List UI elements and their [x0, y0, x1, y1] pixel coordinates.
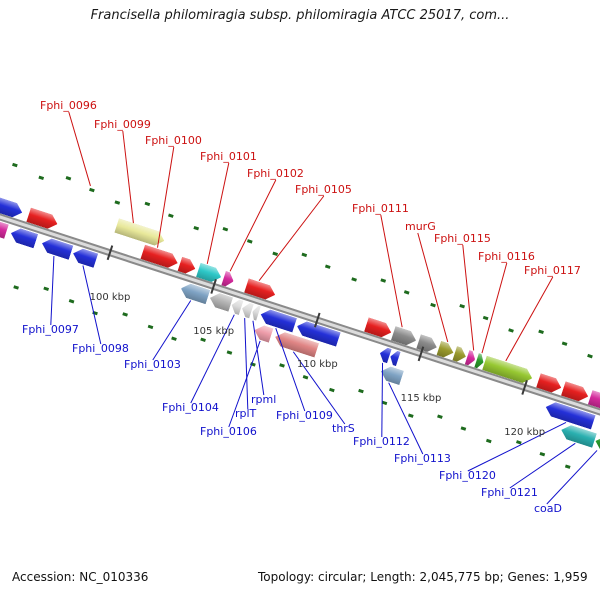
feature-tick: [350, 277, 357, 282]
gene-label-Fphi_0098[interactable]: Fphi_0098: [72, 342, 129, 355]
gene-Fphi_0106[interactable]: [252, 323, 273, 343]
feature-tick: [246, 239, 253, 244]
feature-tick: [486, 438, 493, 444]
feature-tick: [301, 252, 308, 258]
feature-tick: [193, 225, 200, 231]
gene-label-coaD[interactable]: coaD: [534, 502, 562, 515]
gene-label-Fphi_0111[interactable]: Fphi_0111: [352, 202, 409, 215]
gene-Fphi_0099[interactable]: [114, 218, 166, 248]
feature-tick: [587, 353, 594, 359]
feature-tick: [65, 175, 71, 181]
feature-tick: [121, 312, 128, 317]
feature-tick: [407, 413, 414, 418]
gene-label-Fphi_0096[interactable]: Fphi_0096: [40, 99, 97, 112]
feature-tick: [88, 187, 95, 193]
gene-label-Fphi_0121[interactable]: Fphi_0121: [481, 486, 538, 499]
feature-tick: [358, 388, 364, 394]
accession-text: Accession: NC_010336: [12, 570, 149, 584]
gene-label-Fphi_0102[interactable]: Fphi_0102: [247, 167, 304, 180]
feature-tick: [565, 464, 571, 469]
feature-tick: [404, 290, 410, 295]
page-title: Francisella philomiragia subsp. philomir…: [90, 8, 510, 23]
feature-tick: [508, 328, 515, 333]
gene-label-thrS[interactable]: thrS: [332, 422, 355, 435]
gene-label-Fphi_0099[interactable]: Fphi_0099: [94, 118, 151, 131]
feature-tick: [144, 201, 150, 206]
feature-tick: [515, 440, 522, 445]
gene-label-murG[interactable]: murG: [405, 220, 436, 233]
feature-tick: [167, 213, 174, 218]
feature-tick: [200, 337, 207, 343]
feature-tick: [250, 362, 256, 367]
gene-label-Fphi_0117[interactable]: Fphi_0117: [524, 264, 581, 277]
gene-label-Fphi_0112[interactable]: Fphi_0112: [353, 435, 410, 448]
gene-label-rplT[interactable]: rplT: [235, 407, 257, 420]
gene-label-Fphi_0100[interactable]: Fphi_0100: [145, 134, 202, 147]
feature-tick: [429, 302, 436, 308]
feature-tick: [92, 310, 99, 316]
feature-tick: [537, 329, 544, 334]
feature-tick: [222, 227, 229, 232]
feature-tick: [43, 286, 49, 291]
gene-Fphi_0102[interactable]: [221, 271, 236, 289]
feature-tick: [561, 341, 568, 346]
gene-Fphi_0113[interactable]: [379, 364, 404, 385]
feature-tick: [171, 336, 177, 341]
feature-tick: [539, 451, 546, 457]
gene-label-Fphi_0115[interactable]: Fphi_0115: [434, 232, 491, 245]
feature-tick: [482, 315, 489, 321]
feature-tick: [12, 162, 18, 168]
feature-tick: [13, 285, 20, 290]
feature-tick: [460, 426, 467, 431]
gene-label-Fphi_0103[interactable]: Fphi_0103: [124, 358, 181, 371]
gene-Fphi_0112[interactable]: [378, 346, 392, 363]
gene-label-Fphi_0120[interactable]: Fphi_0120: [439, 469, 496, 482]
genome-axis-line: [0, 193, 600, 436]
feature-tick: [226, 350, 233, 355]
feature-tick: [303, 375, 309, 380]
gene-label-Fphi_0105[interactable]: Fphi_0105: [295, 183, 352, 196]
gene-label-Fphi_0097[interactable]: Fphi_0097: [22, 323, 79, 336]
feature-tick: [272, 251, 278, 256]
gene-label-Fphi_0104[interactable]: Fphi_0104: [162, 401, 219, 414]
gene-label-Fphi_0109[interactable]: Fphi_0109: [276, 409, 333, 422]
gene-label-Fphi_0101[interactable]: Fphi_0101: [200, 150, 257, 163]
feature-tick: [381, 400, 388, 406]
feature-tick: [279, 363, 286, 368]
gene-label-Fphi_0106[interactable]: Fphi_0106: [200, 425, 257, 438]
gene-label-rpml[interactable]: rpml: [251, 393, 277, 406]
feature-tick: [37, 175, 44, 180]
feature-tick: [147, 324, 154, 330]
feature-tick: [325, 264, 331, 270]
gene-label-Fphi_0113[interactable]: Fphi_0113: [394, 452, 451, 465]
topology-text: Topology: circular; Length: 2,045,775 bp…: [258, 570, 588, 584]
feature-tick: [437, 414, 443, 419]
gene-label-Fphi_0116[interactable]: Fphi_0116: [478, 250, 535, 263]
feature-tick: [380, 278, 387, 283]
feature-tick: [68, 299, 75, 304]
feature-tick: [328, 387, 335, 393]
feature-tick: [114, 200, 121, 205]
feature-tick: [459, 303, 465, 309]
